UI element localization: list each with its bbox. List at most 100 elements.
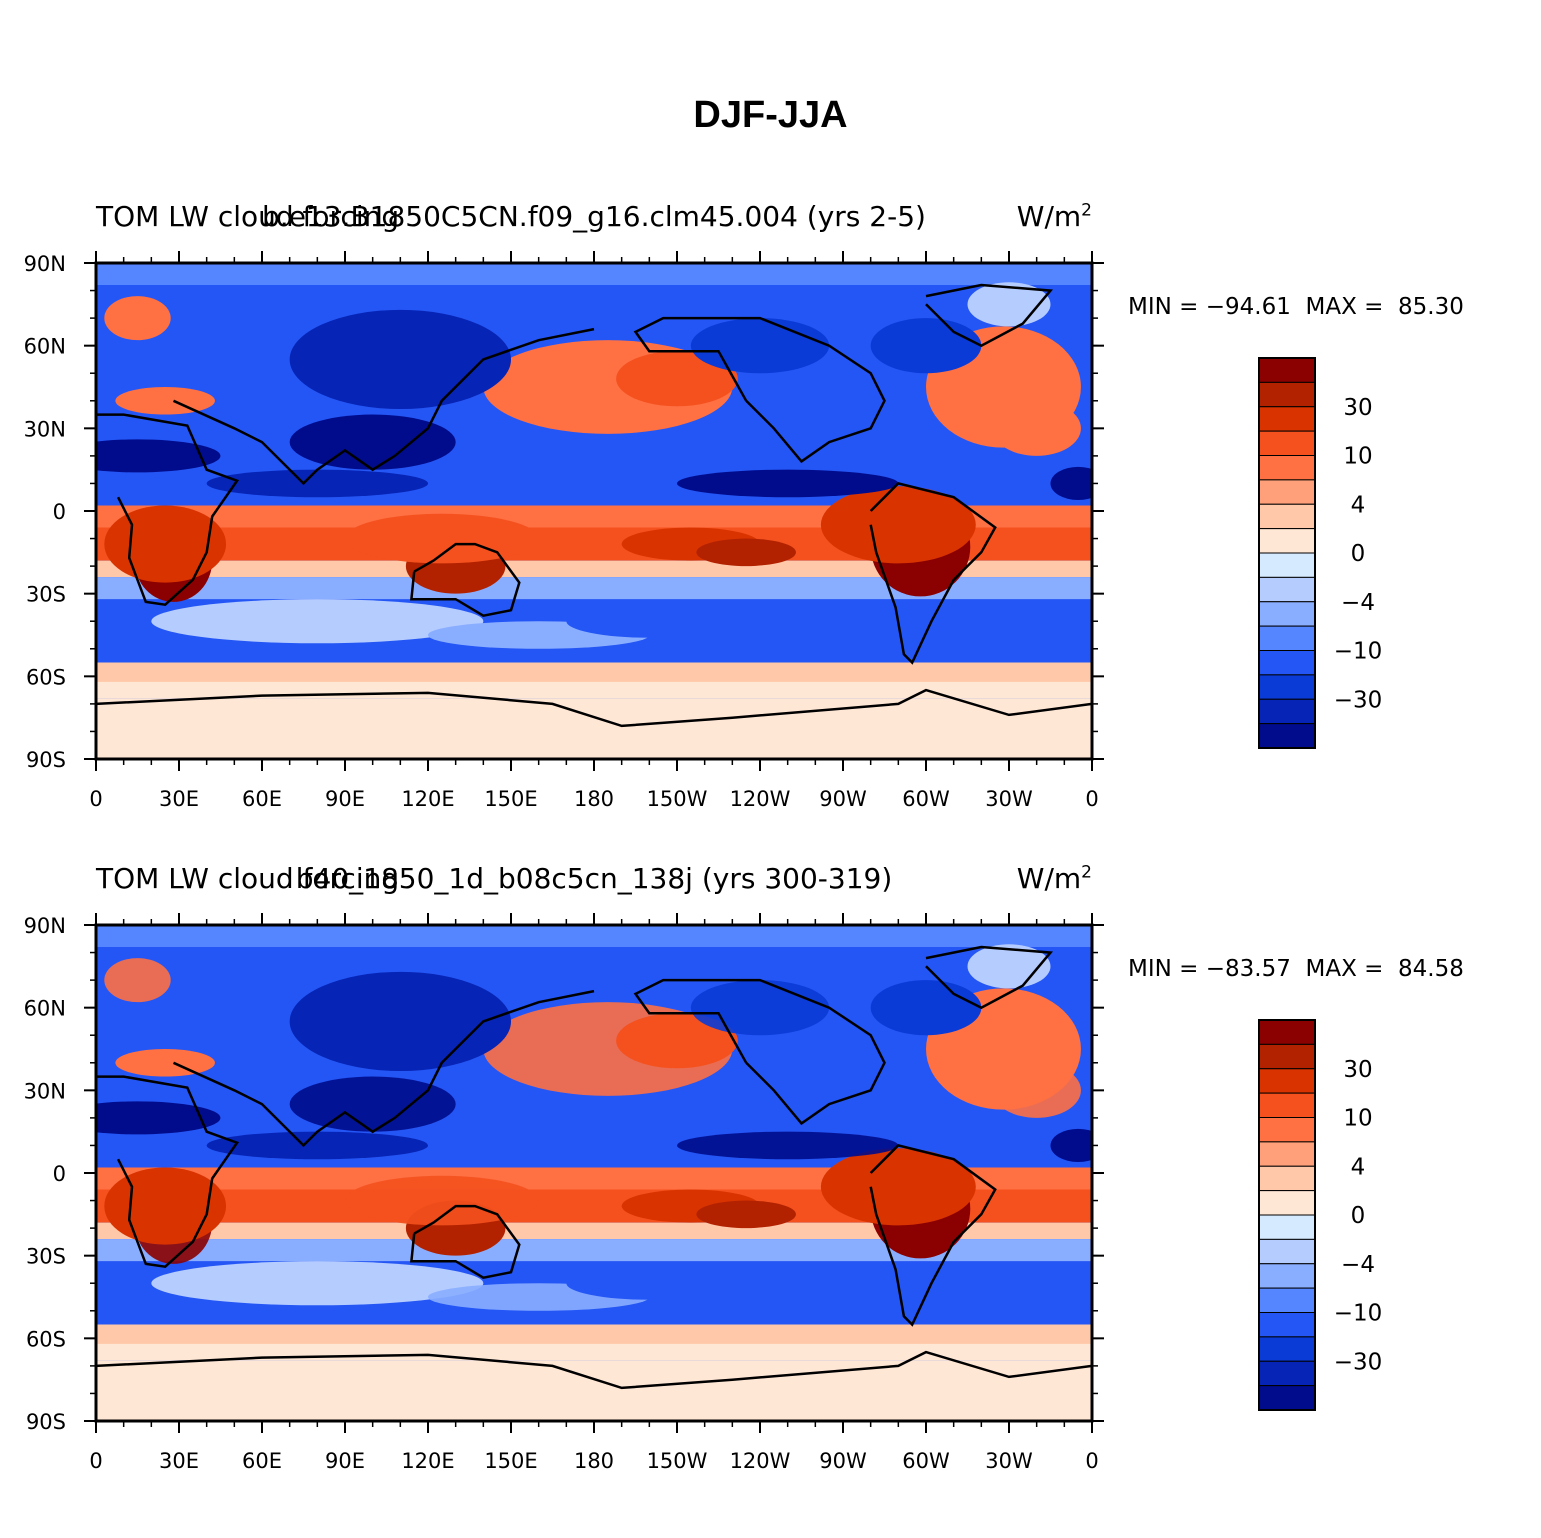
colorbar-swatch bbox=[1258, 503, 1316, 530]
colorbar-swatch bbox=[1258, 1360, 1316, 1387]
coastlines bbox=[96, 283, 1092, 728]
y-tick-label: 90N bbox=[24, 914, 66, 938]
colorbar-swatch bbox=[1258, 1336, 1316, 1362]
colorbar-label: −10 bbox=[1334, 1301, 1383, 1327]
x-tick-label: 30E bbox=[159, 787, 199, 811]
colorbar-swatch bbox=[1258, 1287, 1316, 1313]
colorbar-swatch bbox=[1258, 1312, 1316, 1338]
x-tick-label: 0 bbox=[1085, 1449, 1098, 1473]
colorbar-swatch bbox=[1258, 1141, 1316, 1167]
colorbar-swatch bbox=[1258, 1092, 1316, 1118]
map-panel-2: TOM LW cloud forcing b40_1850_1d_b08c5cn… bbox=[0, 852, 1541, 1512]
main-title: DJF-JJA bbox=[693, 94, 848, 136]
colorbar-swatch bbox=[1258, 650, 1316, 676]
x-tick-label: 30E bbox=[159, 1449, 199, 1473]
colorbar-label: 10 bbox=[1343, 444, 1372, 470]
map-field bbox=[96, 925, 1092, 1421]
colorbar: 30 10 4 0 −4 −10 −30 bbox=[1258, 357, 1383, 749]
variable-title: TOM LW cloud forcing bbox=[96, 862, 400, 895]
colorbar-swatch bbox=[1258, 601, 1316, 627]
x-tick-label: 120W bbox=[730, 787, 791, 811]
min-max-stats: MIN = −83.57 MAX = 84.58 bbox=[1128, 956, 1464, 982]
case-title: b.e13.B1850C5CN.f09_g16.clm45.004 (yrs 2… bbox=[262, 200, 926, 233]
colorbar-label: −4 bbox=[1341, 590, 1375, 616]
colorbar-swatch bbox=[1258, 406, 1316, 432]
x-tick-label: 150E bbox=[484, 787, 537, 811]
variable-title: TOM LW cloud forcing bbox=[96, 200, 400, 233]
y-tick-label: 60N bbox=[24, 335, 66, 359]
colorbar-label: −30 bbox=[1334, 1349, 1383, 1375]
colorbar-label: 30 bbox=[1343, 1057, 1372, 1083]
min-max-stats: MIN = −94.61 MAX = 85.30 bbox=[1128, 294, 1464, 320]
x-tick-label: 0 bbox=[1085, 787, 1098, 811]
x-tick-label: 60E bbox=[242, 1449, 282, 1473]
map-field bbox=[96, 263, 1092, 759]
y-tick-label: 60S bbox=[26, 1327, 66, 1351]
y-tick-label: 30S bbox=[26, 583, 66, 607]
colorbar-swatch bbox=[1258, 1238, 1316, 1265]
map-plot: 0 30E 60E 90E 120E 150E 180 150W 120W 90W 60W 30W 09… bbox=[24, 913, 1104, 1473]
x-tick-label: 180 bbox=[574, 787, 614, 811]
colorbar-swatch bbox=[1258, 528, 1316, 554]
x-tick-label: 120W bbox=[730, 1449, 791, 1473]
colorbar-swatch bbox=[1258, 455, 1316, 481]
colorbar-label: 10 bbox=[1343, 1106, 1372, 1132]
colorbar-swatch bbox=[1258, 625, 1316, 651]
colorbar-label: 30 bbox=[1343, 395, 1372, 421]
y-tick-label: 30N bbox=[24, 1079, 66, 1103]
y-tick-label: 0 bbox=[53, 1162, 66, 1186]
colorbar-swatch bbox=[1258, 1165, 1316, 1192]
x-tick-label: 60W bbox=[902, 787, 950, 811]
colorbar-swatch bbox=[1258, 357, 1316, 383]
y-tick-label: 0 bbox=[53, 500, 66, 524]
x-tick-label: 150E bbox=[484, 1449, 537, 1473]
x-tick-label: 90E bbox=[325, 1449, 365, 1473]
units-label: W/m2 bbox=[1016, 200, 1092, 233]
colorbar-swatch bbox=[1258, 1019, 1316, 1045]
x-tick-label: 30W bbox=[985, 787, 1033, 811]
y-tick-label: 30S bbox=[26, 1245, 66, 1269]
map-panel-1: TOM LW cloud forcing b.e13.B1850C5CN.f09… bbox=[0, 190, 1541, 850]
x-tick-label: 60W bbox=[902, 1449, 950, 1473]
y-tick-label: 90S bbox=[26, 1410, 66, 1434]
colorbar-label: −30 bbox=[1334, 687, 1383, 713]
x-tick-label: 30W bbox=[985, 1449, 1033, 1473]
x-tick-label: 0 bbox=[89, 787, 102, 811]
colorbar-label: 0 bbox=[1351, 541, 1366, 567]
colorbar-swatch bbox=[1258, 1117, 1316, 1143]
colorbar-swatch bbox=[1258, 430, 1316, 456]
y-tick-label: 90N bbox=[24, 252, 66, 276]
y-tick-label: 30N bbox=[24, 417, 66, 441]
colorbar-swatch bbox=[1258, 723, 1316, 749]
colorbar-swatch bbox=[1258, 1043, 1316, 1070]
colorbar-swatch bbox=[1258, 1190, 1316, 1216]
x-tick-label: 150W bbox=[647, 787, 708, 811]
colorbar-swatch bbox=[1258, 1385, 1316, 1411]
colorbar-swatch bbox=[1258, 698, 1316, 725]
colorbar-label: −10 bbox=[1334, 639, 1383, 665]
x-tick-label: 150W bbox=[647, 1449, 708, 1473]
colorbar-swatch bbox=[1258, 479, 1316, 505]
x-tick-label: 90W bbox=[819, 1449, 867, 1473]
map-plot: 0 30E 60E 90E 120E 150E 180 150W 120W 90W 60W 30W 09… bbox=[24, 251, 1104, 811]
coastlines bbox=[96, 945, 1092, 1390]
units-label: W/m2 bbox=[1016, 862, 1092, 895]
x-tick-label: 0 bbox=[89, 1449, 102, 1473]
colorbar-swatch bbox=[1258, 381, 1316, 408]
x-tick-label: 90W bbox=[819, 787, 867, 811]
x-tick-label: 60E bbox=[242, 787, 282, 811]
colorbar-label: 0 bbox=[1351, 1203, 1366, 1229]
colorbar-swatch bbox=[1258, 552, 1316, 578]
y-tick-label: 60S bbox=[26, 665, 66, 689]
y-tick-label: 90S bbox=[26, 748, 66, 772]
colorbar-label: 4 bbox=[1351, 492, 1366, 518]
y-tick-label: 60N bbox=[24, 997, 66, 1021]
colorbar-swatch bbox=[1258, 1263, 1316, 1289]
case-title: b40_1850_1d_b08c5cn_138j (yrs 300-319) bbox=[295, 862, 893, 895]
colorbar-swatch bbox=[1258, 1068, 1316, 1094]
colorbar-swatch bbox=[1258, 576, 1316, 603]
x-tick-label: 180 bbox=[574, 1449, 614, 1473]
x-tick-label: 120E bbox=[401, 787, 454, 811]
x-tick-label: 120E bbox=[401, 1449, 454, 1473]
colorbar-swatch bbox=[1258, 674, 1316, 700]
